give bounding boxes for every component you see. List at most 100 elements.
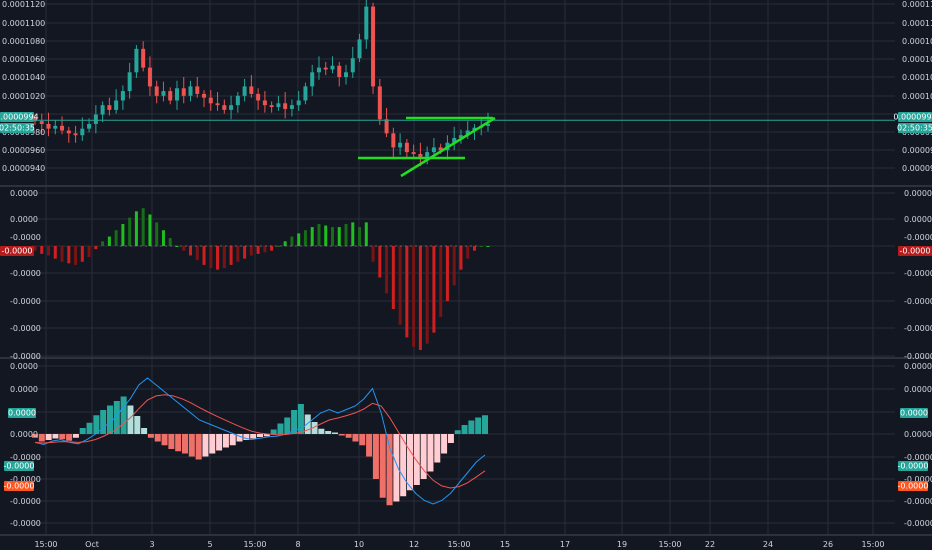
candle-body — [384, 119, 389, 134]
candle-body — [134, 48, 139, 73]
macd-histogram-bar — [379, 434, 386, 498]
macd-histogram-bar — [468, 420, 475, 434]
macd-histogram-bar — [188, 434, 195, 457]
candle-body — [418, 154, 423, 157]
macd-histogram-bar — [257, 434, 263, 437]
histogram-bar — [168, 238, 172, 246]
price-tick-right: 0.0001020 — [902, 92, 932, 101]
histogram-bar — [80, 246, 84, 262]
macd-histogram-bar — [441, 434, 448, 454]
histogram-bar — [324, 225, 328, 246]
histogram-bar — [263, 246, 267, 253]
pane3-macd-badge-left-text: -0.0000 — [4, 462, 35, 471]
price-tick-left: 0.0001100 — [2, 19, 45, 28]
price-pane[interactable] — [32, 0, 895, 178]
candle-body — [458, 135, 463, 139]
time-axis[interactable]: 15:00 Oct 3 5 15:00 8 10 12 15:00 15 17 19 15:00 22 24… — [34, 540, 884, 549]
price-tick-left: 0.0000960 — [2, 146, 45, 155]
price-tick-right: 0.0000940 — [902, 164, 932, 173]
pane2-tick-left: -0.0000 — [10, 352, 41, 361]
macd-histogram-bar — [222, 434, 229, 448]
macd-histogram-bar — [454, 430, 461, 434]
histogram-bar — [74, 246, 78, 265]
pane2-tick-right: 0.0000 — [904, 215, 932, 224]
time-tick: 15:00 — [243, 540, 266, 549]
histogram-bar — [53, 246, 57, 259]
macd-histogram-bar — [93, 415, 100, 434]
candle-body — [310, 72, 315, 87]
histogram-bar — [270, 246, 274, 251]
histogram-bar — [276, 246, 280, 247]
price-tick-left: 0.0001060 — [2, 55, 45, 64]
time-tick: 22 — [705, 540, 715, 549]
candle-body — [350, 58, 355, 73]
countdown-badge-right — [898, 123, 932, 133]
price-tick-right: 0.0001080 — [902, 37, 932, 46]
pane3-tick-right: -0.0000 — [904, 475, 932, 484]
candle-body — [154, 86, 159, 96]
histogram-bar — [486, 246, 490, 247]
pane2-tick-right: 0.0000 — [904, 189, 932, 198]
histogram-bar — [479, 246, 483, 247]
macd-histogram-bar — [195, 434, 202, 460]
histogram-bar — [371, 246, 375, 262]
pane3-macd-badge-right — [898, 461, 928, 471]
price-tick-left: 0.0000940 — [2, 164, 45, 173]
macd-histogram-bar — [311, 422, 318, 434]
candle-body — [256, 93, 261, 101]
time-tick: 12 — [409, 540, 419, 549]
histogram-bar — [351, 222, 355, 246]
macd-histogram-bar — [413, 434, 420, 485]
candle-body — [438, 147, 443, 151]
histogram-bar — [344, 223, 348, 246]
macd-histogram-bar — [79, 428, 86, 434]
macd-histogram-bar — [304, 414, 311, 434]
time-tick: 17 — [560, 540, 570, 549]
candle-body — [357, 39, 362, 59]
macd-histogram-bar — [120, 396, 127, 434]
macd-histogram-bar — [318, 428, 325, 434]
macd-histogram-bar — [325, 431, 332, 434]
macd-histogram-bar — [134, 416, 141, 434]
candle-body — [93, 114, 98, 124]
current-price-badge-left — [0, 112, 34, 122]
macd-histogram-bar — [32, 434, 38, 438]
price-tick-right: 0.0001120 — [902, 0, 932, 9]
pane3-tick-right: 0.0000 — [904, 430, 932, 439]
candle-body — [330, 65, 335, 70]
macd-histogram-bar — [332, 432, 338, 434]
macd-histogram-bar — [386, 434, 393, 506]
macd-histogram-bar — [86, 422, 93, 434]
time-tick: 10 — [354, 540, 364, 549]
price-axes[interactable]: 0.0001120 0.0001120 0.0001100 0.0001100 0.00… — [0, 0, 932, 528]
candle-body — [195, 86, 200, 94]
macd-histogram-bar — [393, 434, 400, 502]
candle-body — [215, 103, 220, 106]
candle-body — [114, 100, 119, 110]
histogram-bar — [297, 233, 301, 246]
pane3-tick-right: 0.0000 — [904, 362, 932, 371]
histogram-bar — [256, 246, 260, 254]
histogram-bar — [33, 246, 37, 251]
histogram-bar — [405, 246, 409, 338]
histogram-bar — [452, 246, 456, 286]
pane3-tick-right: -0.0000 — [904, 453, 932, 462]
pane2-tick-right: -0.0000 — [904, 297, 932, 306]
histogram-bar — [290, 236, 294, 246]
candle-body — [73, 133, 78, 136]
macd-histogram-bar — [72, 434, 79, 438]
histogram-pane[interactable] — [33, 208, 490, 350]
price-tick-right: 0.0000960 — [902, 146, 932, 155]
macd-histogram-bar — [154, 434, 161, 442]
macd-histogram-bar — [338, 434, 345, 436]
histogram-bar — [40, 246, 44, 254]
candle-body — [283, 103, 288, 109]
macd-histogram-bar — [52, 434, 59, 439]
histogram-bar — [182, 246, 186, 251]
candle-body — [431, 147, 436, 153]
histogram-bar — [107, 236, 111, 246]
candle-body — [181, 88, 186, 96]
macd-histogram-bar — [427, 434, 434, 472]
macd-pane[interactable] — [32, 377, 488, 506]
